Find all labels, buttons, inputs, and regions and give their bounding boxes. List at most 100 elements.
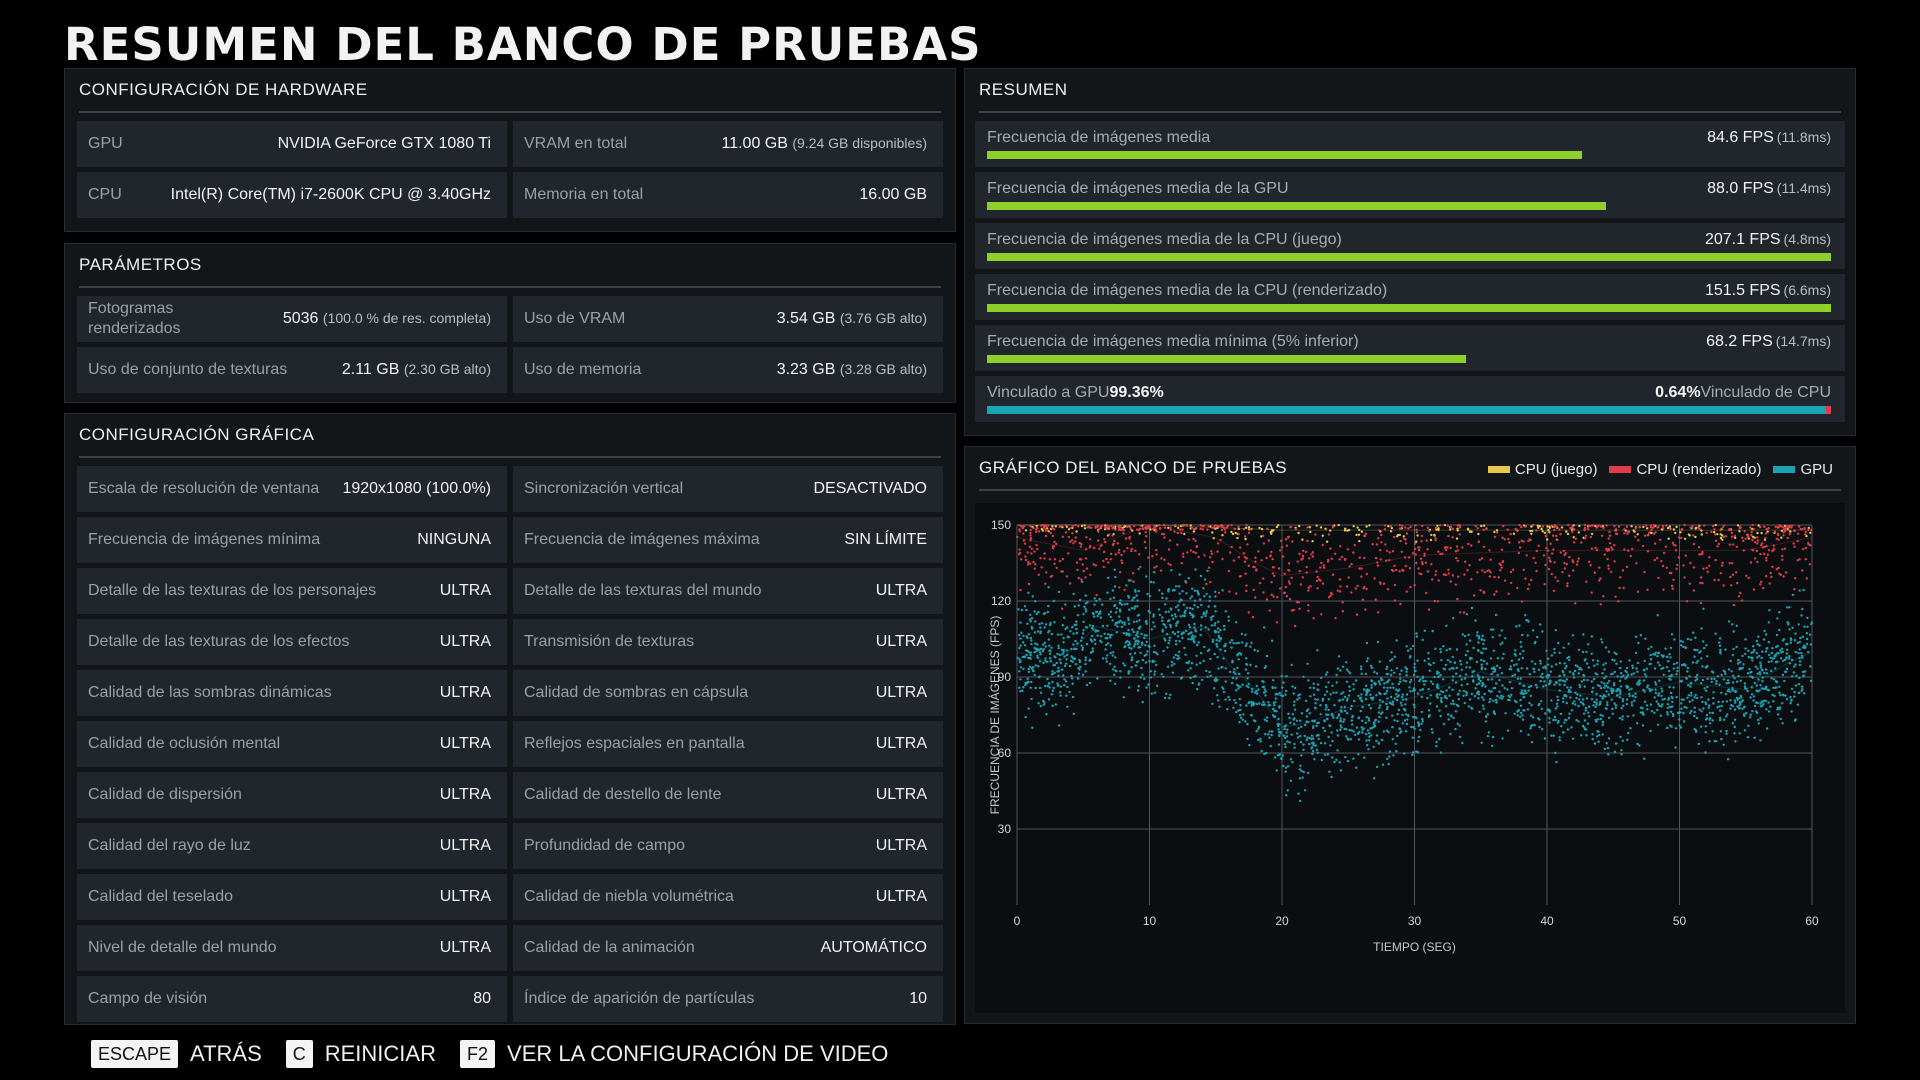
data-point	[1163, 523, 1166, 527]
setting-label: Frecuencia de imágenes máxima	[524, 531, 760, 548]
data-point	[1199, 651, 1203, 655]
data-point	[1289, 758, 1293, 761]
data-point	[1463, 573, 1466, 576]
data-point	[1529, 529, 1532, 533]
data-point	[1772, 700, 1775, 703]
data-point	[1522, 684, 1526, 688]
data-point	[1566, 532, 1570, 536]
data-point	[1794, 632, 1797, 635]
data-point	[1395, 698, 1399, 702]
data-point	[1763, 629, 1766, 633]
data-point	[1500, 548, 1504, 551]
data-point	[1016, 535, 1019, 539]
data-point	[1113, 682, 1117, 685]
data-point	[1371, 543, 1374, 546]
data-point	[1559, 532, 1562, 536]
data-point	[1321, 534, 1324, 537]
data-point	[1726, 713, 1729, 716]
data-point	[1700, 627, 1703, 630]
data-point	[1748, 716, 1752, 719]
data-point	[1565, 562, 1568, 566]
data-point	[1358, 730, 1361, 734]
data-point	[1610, 570, 1613, 574]
data-point	[1180, 677, 1183, 680]
data-point	[1230, 639, 1234, 642]
data-point	[1067, 535, 1071, 539]
data-point	[1582, 673, 1585, 677]
data-point	[1763, 545, 1766, 549]
data-point	[1350, 729, 1353, 732]
data-point	[1169, 563, 1172, 567]
data-point	[1169, 693, 1172, 697]
data-point	[1348, 565, 1351, 568]
data-point	[1653, 558, 1656, 562]
data-point	[1144, 531, 1147, 534]
data-point	[1180, 562, 1183, 565]
data-point	[1692, 566, 1696, 569]
data-point	[1334, 552, 1337, 555]
footer-action[interactable]: F2 VER LA CONFIGURACIÓN DE VIDEO	[460, 1040, 888, 1068]
data-point	[1172, 656, 1175, 659]
data-point	[1277, 743, 1281, 746]
data-point	[1340, 726, 1343, 729]
data-point	[1520, 539, 1523, 542]
data-point	[1650, 645, 1653, 649]
footer-action[interactable]: C REINICIAR	[285, 1040, 436, 1068]
data-point	[1669, 691, 1673, 695]
data-point	[1623, 528, 1626, 531]
data-point	[1311, 737, 1315, 740]
data-point	[1479, 679, 1482, 683]
data-point	[1078, 658, 1081, 662]
data-point	[1106, 642, 1110, 645]
data-point	[1134, 590, 1137, 593]
data-point	[1724, 648, 1727, 651]
data-point	[1136, 635, 1140, 639]
x-tick-label: 60	[1805, 914, 1819, 928]
data-point	[1222, 690, 1226, 694]
data-point	[1064, 531, 1068, 534]
data-point	[1111, 543, 1115, 547]
data-point	[1686, 637, 1690, 641]
label: VRAM en total	[524, 135, 628, 152]
data-point	[1187, 669, 1190, 672]
data-point	[1567, 688, 1571, 692]
data-point	[1188, 606, 1192, 610]
data-point	[1217, 631, 1220, 634]
data-point	[1323, 720, 1326, 723]
data-point	[1336, 729, 1339, 732]
data-point	[1209, 580, 1212, 584]
data-point	[1654, 691, 1658, 695]
data-point	[1717, 700, 1720, 704]
data-point	[1179, 615, 1182, 618]
data-point	[1636, 590, 1640, 593]
data-point	[1458, 533, 1461, 536]
data-point	[1324, 703, 1328, 707]
data-point	[1446, 659, 1450, 662]
value-wrap: 5036 (100.0 % de res. completa)	[283, 310, 491, 328]
data-point	[1667, 660, 1670, 663]
data-point	[1751, 523, 1754, 527]
data-point	[1186, 523, 1189, 527]
data-point	[1257, 725, 1261, 729]
data-point	[1214, 595, 1217, 598]
data-point	[1330, 756, 1334, 759]
data-point	[1601, 733, 1604, 736]
data-point	[1319, 713, 1322, 716]
data-point	[1037, 648, 1040, 651]
data-point	[1790, 698, 1793, 701]
data-point	[1194, 635, 1197, 638]
data-point	[1073, 605, 1076, 608]
data-point	[1750, 686, 1754, 689]
data-point	[1584, 658, 1587, 661]
data-point	[1023, 525, 1026, 528]
data-point	[1302, 743, 1305, 746]
data-point	[1782, 575, 1785, 578]
data-point	[1052, 664, 1055, 667]
data-point	[1436, 600, 1439, 603]
data-point	[1701, 550, 1704, 554]
data-point	[1177, 630, 1180, 634]
data-point	[1071, 682, 1074, 685]
data-point	[1764, 650, 1768, 653]
footer-action[interactable]: ESCAPE ATRÁS	[91, 1040, 262, 1068]
data-point	[1018, 528, 1021, 531]
